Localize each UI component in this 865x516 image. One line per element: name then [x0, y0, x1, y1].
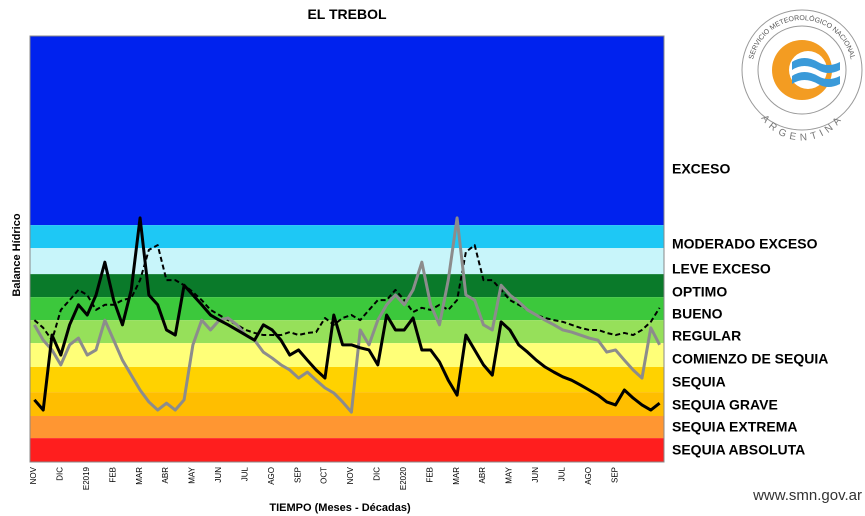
x-tick-label: JUN — [531, 467, 540, 483]
band-label: COMIENZO DE SEQUIA — [672, 351, 828, 367]
band — [30, 392, 664, 416]
x-tick-label: OCT — [320, 467, 329, 484]
x-tick-label: NOV — [346, 466, 355, 484]
x-tick-label: JUL — [557, 466, 566, 481]
chart-title: EL TREBOL — [307, 6, 387, 22]
band — [30, 297, 664, 321]
plot: EXCESO MODERADO EXCESO LEVE EXCESO OPTIMO BU… — [29, 35, 828, 490]
x-tick-label: FEB — [425, 467, 434, 483]
band-label: REGULAR — [672, 328, 741, 344]
band — [30, 343, 664, 368]
x-tick-label: E2020 — [399, 466, 408, 490]
x-tick-label: AGO — [267, 467, 276, 485]
logo: SERVICIO METEOROLÓGICO NACIONAL ARGENTIN… — [741, 9, 863, 144]
band — [30, 225, 664, 249]
x-tick-label: DIC — [56, 467, 65, 481]
x-tick-label: E2019 — [82, 466, 91, 490]
x-tick-label: AGO — [584, 467, 593, 485]
band-label: LEVE EXCESO — [672, 261, 771, 277]
band-label: SEQUIA ABSOLUTA — [672, 442, 805, 458]
band — [30, 438, 664, 462]
band-label: BUENO — [672, 306, 723, 322]
series-line — [33, 216, 661, 412]
band — [30, 415, 664, 439]
x-tick-label: SEP — [293, 467, 302, 483]
footer-url: www.smn.gov.ar — [752, 487, 862, 504]
series-line — [33, 216, 661, 414]
band — [30, 248, 664, 275]
x-tick-label: MAY — [188, 466, 197, 483]
x-tick-label: ABR — [161, 467, 170, 484]
x-tick-label: JUL — [240, 466, 249, 481]
x-tick-label: DIC — [373, 467, 382, 481]
band — [30, 274, 664, 298]
x-tick-label: MAR — [452, 467, 461, 485]
band-label: SEQUIA — [672, 374, 726, 390]
band — [30, 36, 664, 226]
x-tick-label: SEP — [610, 467, 619, 483]
series-line — [33, 244, 661, 342]
x-tick-label: ABR — [478, 467, 487, 484]
logo-waves — [792, 58, 840, 87]
band-label: SEQUIA GRAVE — [672, 397, 778, 413]
x-tick-label: MAY — [505, 466, 514, 483]
y-axis-label: Balance Hídrico — [11, 213, 23, 296]
band — [30, 367, 664, 393]
x-tick-label: MAR — [135, 467, 144, 485]
band-label: EXCESO — [672, 161, 730, 177]
x-tick-label: NOV — [29, 466, 38, 484]
x-tick-label: JUN — [214, 467, 223, 483]
band-label: OPTIMO — [672, 284, 727, 300]
x-tick-label: FEB — [108, 467, 117, 483]
plot-frame — [29, 35, 665, 463]
logo-ring — [757, 25, 847, 115]
x-axis-label: TIEMPO (Meses - Décadas) — [269, 502, 411, 514]
band-label: SEQUIA EXTREMA — [672, 419, 798, 435]
band-label: MODERADO EXCESO — [672, 236, 818, 252]
